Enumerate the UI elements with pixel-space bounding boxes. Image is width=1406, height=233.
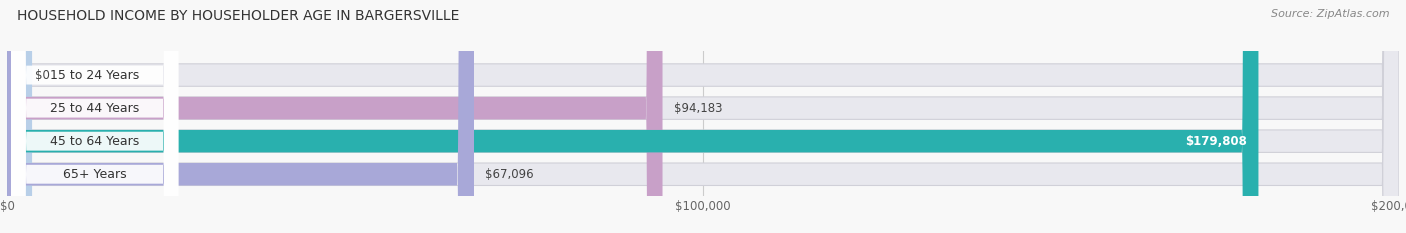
FancyBboxPatch shape xyxy=(7,0,474,233)
FancyBboxPatch shape xyxy=(11,0,179,233)
Text: 45 to 64 Years: 45 to 64 Years xyxy=(51,135,139,148)
FancyBboxPatch shape xyxy=(7,0,1399,233)
Text: $67,096: $67,096 xyxy=(485,168,534,181)
Text: $0: $0 xyxy=(35,69,49,82)
Text: $94,183: $94,183 xyxy=(673,102,723,115)
Text: $179,808: $179,808 xyxy=(1185,135,1247,148)
FancyBboxPatch shape xyxy=(7,0,32,233)
Text: HOUSEHOLD INCOME BY HOUSEHOLDER AGE IN BARGERSVILLE: HOUSEHOLD INCOME BY HOUSEHOLDER AGE IN B… xyxy=(17,9,460,23)
FancyBboxPatch shape xyxy=(11,0,179,233)
FancyBboxPatch shape xyxy=(7,0,1399,233)
FancyBboxPatch shape xyxy=(11,0,179,233)
FancyBboxPatch shape xyxy=(11,0,179,233)
FancyBboxPatch shape xyxy=(7,0,1399,233)
Text: 15 to 24 Years: 15 to 24 Years xyxy=(51,69,139,82)
FancyBboxPatch shape xyxy=(7,0,662,233)
Text: 25 to 44 Years: 25 to 44 Years xyxy=(51,102,139,115)
FancyBboxPatch shape xyxy=(7,0,1399,233)
Text: Source: ZipAtlas.com: Source: ZipAtlas.com xyxy=(1271,9,1389,19)
FancyBboxPatch shape xyxy=(7,0,1258,233)
Text: 65+ Years: 65+ Years xyxy=(63,168,127,181)
